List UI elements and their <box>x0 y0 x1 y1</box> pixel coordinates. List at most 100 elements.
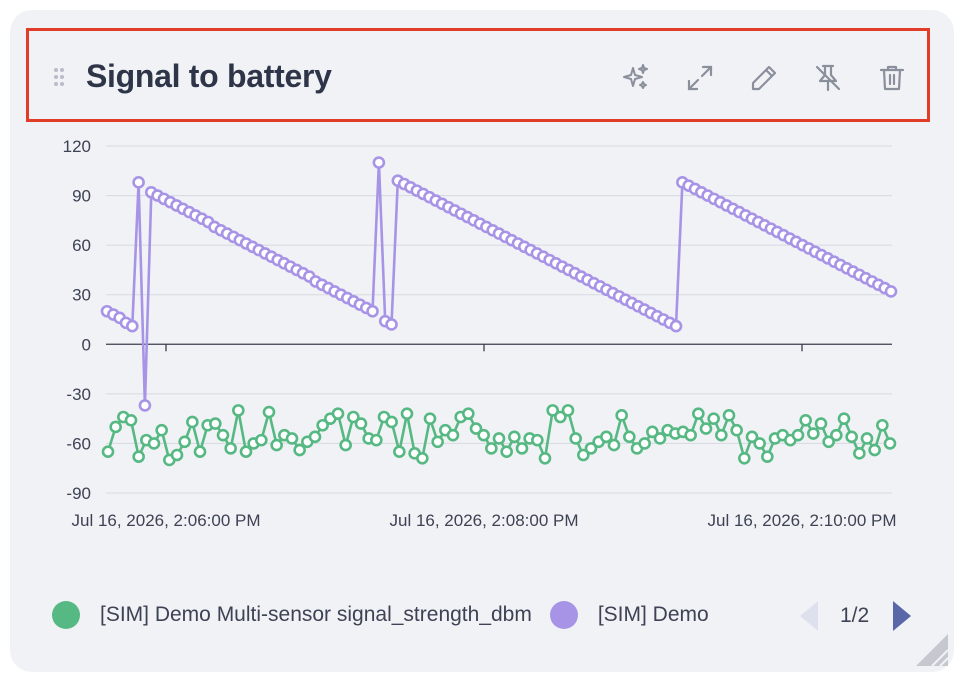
data-point-signal <box>370 433 383 447</box>
y-tick-label: 0 <box>82 335 91 354</box>
data-point-battery <box>372 156 386 169</box>
legend-swatch-purple <box>549 601 578 629</box>
data-point-signal <box>607 438 621 452</box>
legend-swatch-green <box>52 601 80 629</box>
data-point-signal <box>262 405 276 419</box>
edit-pencil-icon <box>751 65 777 91</box>
data-point-signal <box>538 451 552 465</box>
data-point-battery <box>125 319 139 333</box>
y-tick-label: -30 <box>66 385 91 404</box>
data-point-signal <box>684 428 697 442</box>
data-point-signal <box>446 428 460 442</box>
data-point-signal <box>561 404 575 417</box>
widget-header-highlight <box>26 28 930 122</box>
y-tick-label: 120 <box>63 137 91 156</box>
data-point-signal <box>400 407 414 420</box>
data-point-signal <box>745 430 759 444</box>
data-point-signal <box>738 451 751 465</box>
data-point-signal <box>339 438 352 452</box>
data-point-signal <box>293 443 306 457</box>
data-point-battery <box>884 285 898 298</box>
data-point-signal <box>508 430 521 444</box>
data-point-battery <box>138 399 152 412</box>
resize-handle-icon[interactable] <box>914 632 950 668</box>
y-tick-label: 90 <box>72 187 91 206</box>
data-point-signal <box>531 433 544 447</box>
chart-legend: [SIM] Demo Multi-sensor signal_strength_… <box>52 598 727 632</box>
data-point-signal <box>638 437 651 450</box>
data-point-signal <box>385 415 398 429</box>
data-point-signal <box>224 442 237 455</box>
x-tick-label: Jul 16, 2026, 2:10:00 PM <box>707 511 896 530</box>
data-point-signal <box>492 432 506 445</box>
expand-button[interactable] <box>682 60 718 96</box>
delete-trash-icon <box>879 65 905 91</box>
data-point-signal <box>308 430 322 444</box>
data-point-signal <box>753 437 766 450</box>
data-point-signal <box>853 447 866 460</box>
y-tick-label: -90 <box>66 484 91 503</box>
data-point-signal <box>186 415 199 429</box>
series-line-battery <box>106 161 892 407</box>
data-point-battery <box>132 176 145 189</box>
data-point-signal <box>868 443 881 457</box>
data-point-signal <box>584 442 598 455</box>
widget-title: Signal to battery <box>86 58 332 94</box>
data-point-signal <box>477 428 490 442</box>
data-point-signal <box>178 435 191 449</box>
data-point-signal <box>270 438 283 452</box>
data-point-signal <box>569 432 582 445</box>
data-point-signal <box>761 450 774 463</box>
data-point-signal <box>354 417 368 430</box>
data-point-signal <box>469 422 483 435</box>
data-point-battery <box>366 304 379 318</box>
data-point-signal <box>814 417 828 430</box>
data-point-signal <box>485 442 498 455</box>
data-point-signal <box>807 427 820 440</box>
drag-handle-icon[interactable] <box>52 66 66 88</box>
legend-label-battery: [SIM] Demo <box>597 603 709 626</box>
ai-sparkle-icon <box>623 64 648 89</box>
data-point-signal <box>462 407 475 420</box>
legend-label-signal: [SIM] Demo Multi-sensor signal_strength_… <box>100 603 532 626</box>
legend-item-battery[interactable]: [SIM] Demo <box>549 601 709 629</box>
data-point-signal <box>255 433 268 447</box>
data-point-signal <box>791 428 805 442</box>
data-point-signal <box>347 410 360 424</box>
data-point-signal <box>500 445 513 458</box>
unpin-button[interactable] <box>810 60 846 96</box>
expand-icon <box>687 65 713 91</box>
data-point-signal <box>830 428 843 442</box>
line-chart[interactable]: 120 90 60 30 0 -30 -60 -90 Jul 16, 2026, 2:06:00… <box>0 0 962 600</box>
data-point-signal <box>699 422 713 435</box>
data-point-signal <box>600 430 613 444</box>
data-point-signal <box>715 428 728 442</box>
data-point-signal <box>170 448 184 462</box>
legend-item-signal[interactable]: [SIM] Demo Multi-sensor signal_strength_… <box>52 601 532 629</box>
data-point-signal <box>193 445 207 458</box>
data-point-signal <box>423 412 437 425</box>
data-point-signal <box>285 432 299 445</box>
data-point-signal <box>822 435 835 449</box>
data-point-signal <box>431 435 444 449</box>
x-tick-label: Jul 16, 2026, 2:08:00 PM <box>389 511 578 530</box>
ai-sparkle-button[interactable] <box>618 60 654 96</box>
data-point-signal <box>707 412 720 425</box>
data-point-signal <box>883 437 897 450</box>
data-point-signal <box>316 418 329 432</box>
legend-prev-arrow-icon[interactable] <box>800 601 818 631</box>
data-point-battery <box>385 318 398 331</box>
data-point-signal <box>646 425 659 439</box>
delete-button[interactable] <box>874 60 910 96</box>
y-tick-label: 60 <box>72 236 91 255</box>
legend-next-arrow-icon[interactable] <box>893 601 912 631</box>
data-point-signal <box>845 430 858 444</box>
data-point-signal <box>155 423 168 437</box>
data-point-signal <box>722 409 736 422</box>
edit-button[interactable] <box>746 60 782 96</box>
data-point-signal <box>876 418 889 432</box>
data-point-signal <box>515 442 529 455</box>
data-point-signal <box>239 445 253 458</box>
data-point-signal <box>109 420 122 434</box>
data-point-signal <box>331 407 345 420</box>
